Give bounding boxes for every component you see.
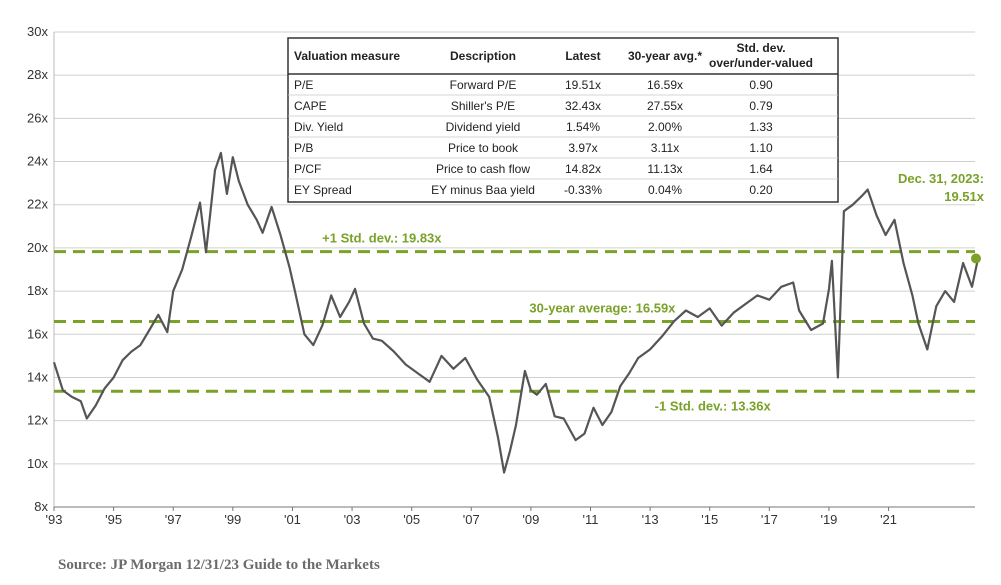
table-cell: P/E: [294, 78, 313, 92]
table-cell: Dividend yield: [446, 120, 521, 134]
table-cell: 1.54%: [566, 120, 600, 134]
series-group: [52, 151, 980, 474]
y-tick-label: 24x: [27, 154, 48, 169]
table-cell: Forward P/E: [450, 78, 517, 92]
table-cell: P/B: [294, 141, 313, 155]
table-cell: P/CF: [294, 162, 321, 176]
x-tick-label: '95: [105, 512, 122, 527]
reference-line-label: +1 Std. dev.: 19.83x: [322, 231, 442, 246]
table-frame: [287, 37, 839, 203]
table-cell: EY Spread: [294, 183, 352, 197]
x-tick-label: '21: [880, 512, 897, 527]
x-tick-label: '07: [463, 512, 480, 527]
y-tick-label: 16x: [27, 326, 48, 341]
reference-line-label: 30-year average: 16.59x: [529, 301, 676, 316]
y-tick-label: 28x: [27, 67, 48, 82]
table-cell: 11.13x: [647, 162, 682, 176]
x-tick-label: '13: [642, 512, 659, 527]
x-tick-label: '03: [344, 512, 361, 527]
table-header: over/under-valued: [709, 56, 813, 70]
x-tick-label: '15: [701, 512, 718, 527]
reference-lines: +1 Std. dev.: 19.83x 30-year average: 16.…: [54, 231, 975, 413]
table-cell: 3.97x: [568, 141, 597, 155]
table-cell: Shiller's P/E: [451, 99, 515, 113]
table-cell: -0.33%: [564, 183, 602, 197]
table-cell: 1.10: [749, 141, 773, 155]
table-cell: 32.43x: [565, 99, 601, 113]
table-header: Valuation measure: [294, 49, 400, 63]
valuation-table: Valuation measure Description Latest 30-yea…: [287, 37, 839, 203]
x-tick-label: '19: [820, 512, 837, 527]
y-tick-label: 12x: [27, 413, 48, 428]
y-tick-label: 20x: [27, 240, 48, 255]
y-tick-label: 10x: [27, 456, 48, 471]
endpoint-label-date: Dec. 31, 2023:: [898, 171, 984, 186]
x-tick-label: '11: [583, 512, 599, 527]
table-cell: 27.55x: [647, 99, 683, 113]
source-note: Source: JP Morgan 12/31/23 Guide to the …: [58, 557, 380, 573]
table-cell: 1.64: [749, 162, 773, 176]
table-cell: 0.90: [749, 78, 773, 92]
y-tick-label: 30x: [27, 24, 48, 39]
y-tick-label: 22x: [27, 197, 48, 212]
endpoint-label-value: 19.51x: [944, 189, 985, 204]
y-tick-label: 14x: [27, 369, 48, 384]
y-tick-label: 26x: [27, 110, 48, 125]
x-tick-label: '93: [46, 512, 63, 527]
reference-line-label: -1 Std. dev.: 13.36x: [655, 398, 772, 413]
y-axis: 8x 10x 12x 14x 16x 18x 20x 22x 24x 26x 28x 30x: [27, 24, 55, 514]
table-cell: 1.33: [749, 120, 773, 134]
table-header: Description: [450, 49, 516, 63]
x-tick-label: '05: [403, 512, 420, 527]
table-cell: 16.59x: [647, 78, 683, 92]
table-header: Latest: [565, 49, 600, 63]
table-cell: 14.82x: [565, 162, 601, 176]
table-cell: 3.11x: [651, 141, 679, 155]
x-tick-label: '99: [224, 512, 241, 527]
y-tick-label: 8x: [34, 499, 48, 514]
table-cell: Price to cash flow: [436, 162, 530, 176]
x-tick-label: '97: [165, 512, 182, 527]
table-cell: 2.00%: [648, 120, 682, 134]
table-cell: Div. Yield: [294, 120, 343, 134]
endpoint-marker: [970, 253, 981, 264]
table-cell: EY minus Baa yield: [431, 183, 535, 197]
y-tick-label: 18x: [27, 283, 48, 298]
table-cell: 0.79: [749, 99, 773, 113]
forward-pe-line: [52, 151, 980, 474]
table-cell: 0.20: [749, 183, 773, 197]
x-axis: '93 '95 '97 '99 '01 '03 '05 '07 '09 '11 '13 '15 '17 '…: [46, 506, 975, 527]
table-header: Std. dev.: [736, 41, 785, 55]
annotations: Dec. 31, 2023: 19.51x: [898, 171, 985, 264]
table-header: 30-year avg.*: [628, 49, 702, 63]
table-cell: 0.04%: [648, 183, 682, 197]
table-cell: CAPE: [294, 99, 327, 113]
x-tick-label: '17: [761, 512, 778, 527]
table-cell: 19.51x: [565, 78, 601, 92]
x-tick-label: '01: [284, 512, 301, 527]
table-cell: Price to book: [448, 141, 519, 155]
x-tick-label: '09: [522, 512, 539, 527]
